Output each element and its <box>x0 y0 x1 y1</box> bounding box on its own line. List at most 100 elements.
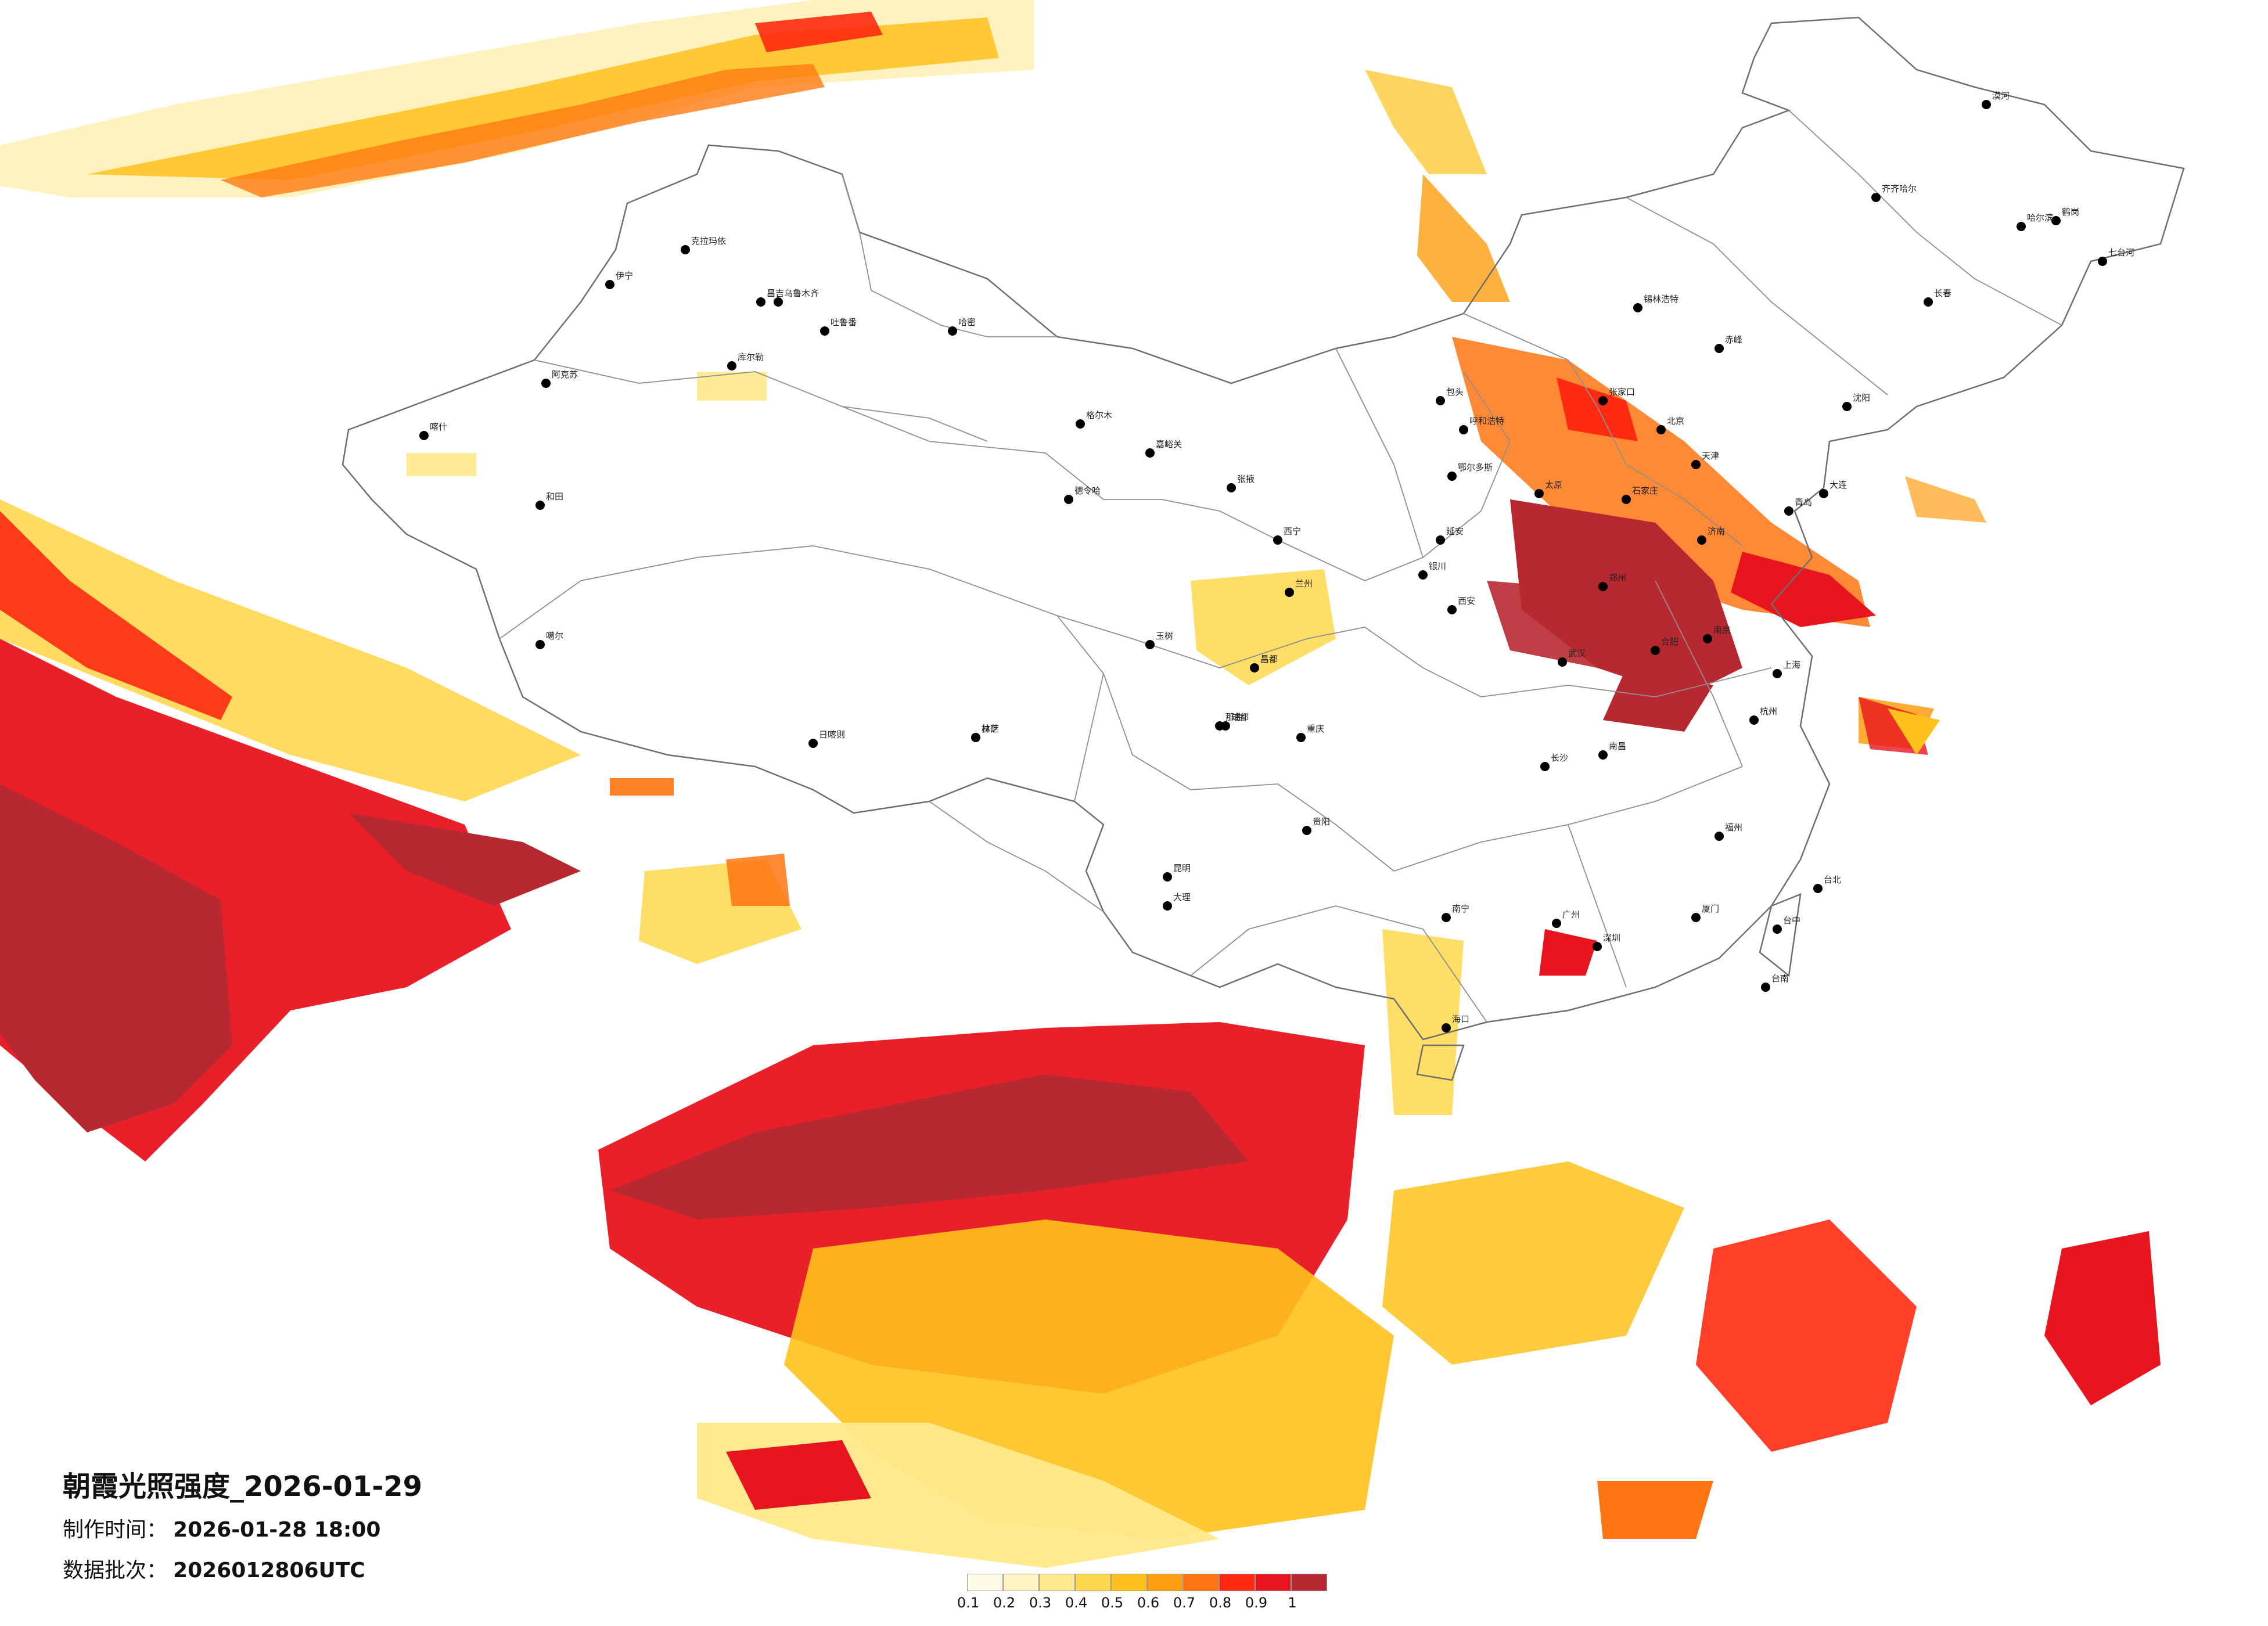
legend-tick-label: 0.2 <box>993 1595 1016 1611</box>
city-label: 兰州 <box>1295 578 1313 589</box>
city-dot <box>535 640 545 649</box>
city-dot <box>1715 344 1724 353</box>
batch-label: 数据批次： <box>63 1559 168 1582</box>
city-label: 银川 <box>1429 561 1446 571</box>
legend-tick-label: 0.3 <box>1029 1595 1052 1611</box>
map-title: 朝霞光照强度_2026-01-29 <box>63 1470 423 1503</box>
city-label: 石家庄 <box>1632 485 1658 496</box>
city-dot <box>2017 222 2026 231</box>
city-label: 台中 <box>1783 915 1800 926</box>
city-dot <box>419 431 429 440</box>
city-dot <box>1593 942 1602 951</box>
city-label: 深圳 <box>1603 933 1620 943</box>
city-label: 南京 <box>1713 625 1731 635</box>
city-label: 和田 <box>546 491 563 502</box>
city-dot <box>774 297 783 307</box>
city-dot <box>1691 460 1701 469</box>
color-legend: 0.1 0.2 0.3 0.4 0.5 0.6 0.7 0.8 0.9 1 <box>957 1574 1327 1612</box>
city-dot <box>1442 1023 1451 1033</box>
city-dot <box>681 245 690 254</box>
city-dot <box>727 361 736 370</box>
city-dot <box>1163 901 1172 911</box>
city-dot <box>1227 483 1236 492</box>
city-dot <box>1622 495 1631 504</box>
city-label: 库尔勒 <box>738 352 764 362</box>
city-label: 郑州 <box>1609 573 1626 583</box>
city-dot <box>1273 535 1282 545</box>
city-label: 延安 <box>1446 526 1464 537</box>
city-label: 伊宁 <box>616 271 633 281</box>
legend-tick-label: 0.8 <box>1209 1595 1232 1611</box>
city-dot <box>1598 582 1608 591</box>
intensity-layer <box>0 0 2161 1568</box>
city-dot <box>971 733 980 742</box>
legend-swatch <box>1291 1574 1327 1591</box>
city-dot <box>1656 425 1666 434</box>
city-label: 杭州 <box>1760 706 1777 717</box>
city-label: 玉树 <box>1156 631 1173 641</box>
city-dot <box>1064 495 1073 504</box>
city-label: 包头 <box>1446 387 1464 397</box>
legend-swatch <box>1219 1574 1255 1591</box>
city-label: 台北 <box>1824 875 1841 885</box>
city-label: 北京 <box>1667 416 1684 426</box>
city-dot <box>1540 762 1550 771</box>
city-dot <box>541 379 551 388</box>
city-label: 张家口 <box>1609 387 1635 397</box>
city-dot <box>1633 303 1642 312</box>
title-block: 朝霞光照强度_2026-01-29 制作时间： 2026-01-28 18:00 … <box>63 1469 422 1585</box>
city-label: 天津 <box>1702 451 1719 461</box>
made-time-line: 制作时间： 2026-01-28 18:00 <box>63 1516 422 1545</box>
city-label: 呼和浩特 <box>1469 416 1504 426</box>
city-label: 鄂尔多斯 <box>1458 462 1493 473</box>
legend-tick-label: 0.9 <box>1245 1595 1268 1611</box>
city-label: 噶尔 <box>546 631 563 641</box>
legend-ticks: 0.1 0.2 0.3 0.4 0.5 0.6 0.7 0.8 0.9 1 <box>957 1595 1327 1612</box>
city-label: 齐齐哈尔 <box>1882 184 1917 194</box>
city-dot <box>1534 489 1544 498</box>
city-dot <box>1749 715 1759 725</box>
city-dot <box>820 326 829 336</box>
city-label: 长沙 <box>1551 753 1568 763</box>
city-label: 上海 <box>1783 660 1800 670</box>
city-dot <box>1436 535 1445 545</box>
city-label: 贵阳 <box>1313 816 1330 827</box>
city-label: 大连 <box>1830 480 1847 490</box>
city-label: 喀什 <box>430 422 447 432</box>
city-dot <box>1598 396 1608 405</box>
city-dot <box>1697 535 1706 545</box>
city-label: 合肥 <box>1661 636 1678 647</box>
city-label: 重庆 <box>1307 724 1324 734</box>
legend-swatch <box>1111 1574 1147 1591</box>
city-label: 昆明 <box>1173 863 1191 873</box>
city-dot <box>2051 216 2061 225</box>
city-label: 漠河 <box>1992 91 2010 101</box>
city-dot <box>1436 396 1445 405</box>
city-dot <box>1691 913 1701 922</box>
city-label: 哈密 <box>958 317 976 328</box>
city-dot <box>1715 832 1724 841</box>
city-label: 拉萨 <box>982 724 999 734</box>
city-label: 长春 <box>1934 288 1951 298</box>
city-dot <box>1842 402 1852 411</box>
city-label: 太原 <box>1545 480 1562 490</box>
legend-swatch <box>1147 1574 1183 1591</box>
legend-tick-label: 0.1 <box>957 1595 980 1611</box>
city-label: 乌鲁木齐 <box>784 288 819 298</box>
city-dot <box>1773 669 1782 678</box>
city-dot <box>1145 448 1155 458</box>
legend-swatch <box>1075 1574 1111 1591</box>
city-label: 吐鲁番 <box>831 317 857 328</box>
batch-line: 数据批次： 2026012806UTC <box>63 1556 422 1585</box>
legend-tick-label: 1 <box>1288 1595 1297 1611</box>
legend-swatch <box>1003 1574 1039 1591</box>
city-label: 赤峰 <box>1725 334 1742 345</box>
city-dot <box>808 739 818 748</box>
city-label: 克拉玛依 <box>691 236 726 246</box>
city-dot <box>605 280 614 289</box>
city-dot <box>1145 640 1155 649</box>
legend-tick-label: 0.4 <box>1065 1595 1088 1611</box>
city-dot <box>1447 472 1457 481</box>
